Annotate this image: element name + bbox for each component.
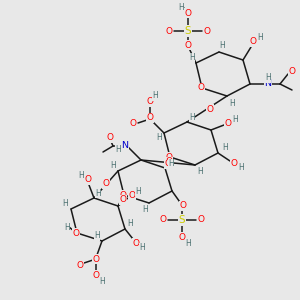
Text: S: S bbox=[179, 215, 185, 225]
Text: O: O bbox=[128, 190, 136, 200]
Text: H: H bbox=[189, 112, 195, 122]
Text: O: O bbox=[73, 229, 80, 238]
Text: H: H bbox=[185, 238, 191, 247]
Text: O: O bbox=[85, 176, 92, 184]
Text: H: H bbox=[178, 2, 184, 11]
Text: O: O bbox=[92, 271, 100, 280]
Text: H: H bbox=[110, 161, 116, 170]
Text: H: H bbox=[189, 53, 195, 62]
Text: H: H bbox=[219, 41, 225, 50]
Text: O: O bbox=[197, 215, 205, 224]
Text: O: O bbox=[184, 8, 191, 17]
Text: H: H bbox=[95, 188, 101, 197]
Text: O: O bbox=[250, 38, 256, 46]
Text: H: H bbox=[265, 74, 271, 82]
Text: O: O bbox=[130, 119, 136, 128]
Text: H: H bbox=[238, 164, 244, 172]
Text: O: O bbox=[160, 215, 167, 224]
Text: H: H bbox=[99, 277, 105, 286]
Text: O: O bbox=[178, 232, 185, 242]
Text: H: H bbox=[257, 34, 263, 43]
Text: H: H bbox=[94, 232, 100, 241]
Text: N: N bbox=[265, 80, 272, 88]
Text: H: H bbox=[222, 143, 228, 152]
Text: O: O bbox=[103, 179, 110, 188]
Text: S: S bbox=[185, 26, 191, 36]
Text: O: O bbox=[179, 202, 187, 211]
Text: H: H bbox=[78, 172, 84, 181]
Text: O: O bbox=[203, 26, 211, 35]
Text: H: H bbox=[135, 187, 141, 196]
Text: H: H bbox=[156, 133, 162, 142]
Text: O: O bbox=[230, 160, 238, 169]
Text: O: O bbox=[106, 134, 113, 142]
Text: O: O bbox=[76, 260, 83, 269]
Text: O: O bbox=[166, 152, 172, 161]
Text: O: O bbox=[119, 196, 127, 205]
Text: H: H bbox=[197, 167, 203, 176]
Text: O: O bbox=[92, 254, 100, 263]
Text: H: H bbox=[62, 200, 68, 208]
Text: O: O bbox=[289, 67, 296, 76]
Text: H: H bbox=[127, 220, 133, 229]
Text: H: H bbox=[115, 146, 121, 154]
Text: N: N bbox=[122, 140, 128, 149]
Text: H: H bbox=[168, 160, 174, 169]
Text: O: O bbox=[164, 160, 172, 169]
Text: O: O bbox=[146, 98, 154, 106]
Text: H: H bbox=[152, 92, 158, 100]
Text: H: H bbox=[139, 244, 145, 253]
Text: H: H bbox=[229, 98, 235, 107]
Text: O: O bbox=[184, 40, 191, 50]
Text: O: O bbox=[146, 113, 154, 122]
Text: O: O bbox=[197, 83, 205, 92]
Text: O: O bbox=[224, 118, 232, 127]
Text: O: O bbox=[166, 158, 172, 166]
Text: O: O bbox=[133, 238, 140, 247]
Text: O: O bbox=[206, 104, 214, 113]
Text: H: H bbox=[64, 223, 70, 232]
Text: H: H bbox=[232, 115, 238, 124]
Text: H: H bbox=[142, 206, 148, 214]
Text: O: O bbox=[119, 190, 127, 200]
Text: O: O bbox=[166, 26, 172, 35]
